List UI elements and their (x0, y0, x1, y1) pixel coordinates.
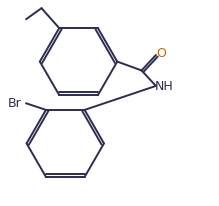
Text: O: O (157, 47, 166, 60)
Text: Br: Br (8, 96, 22, 109)
Text: NH: NH (155, 80, 174, 93)
